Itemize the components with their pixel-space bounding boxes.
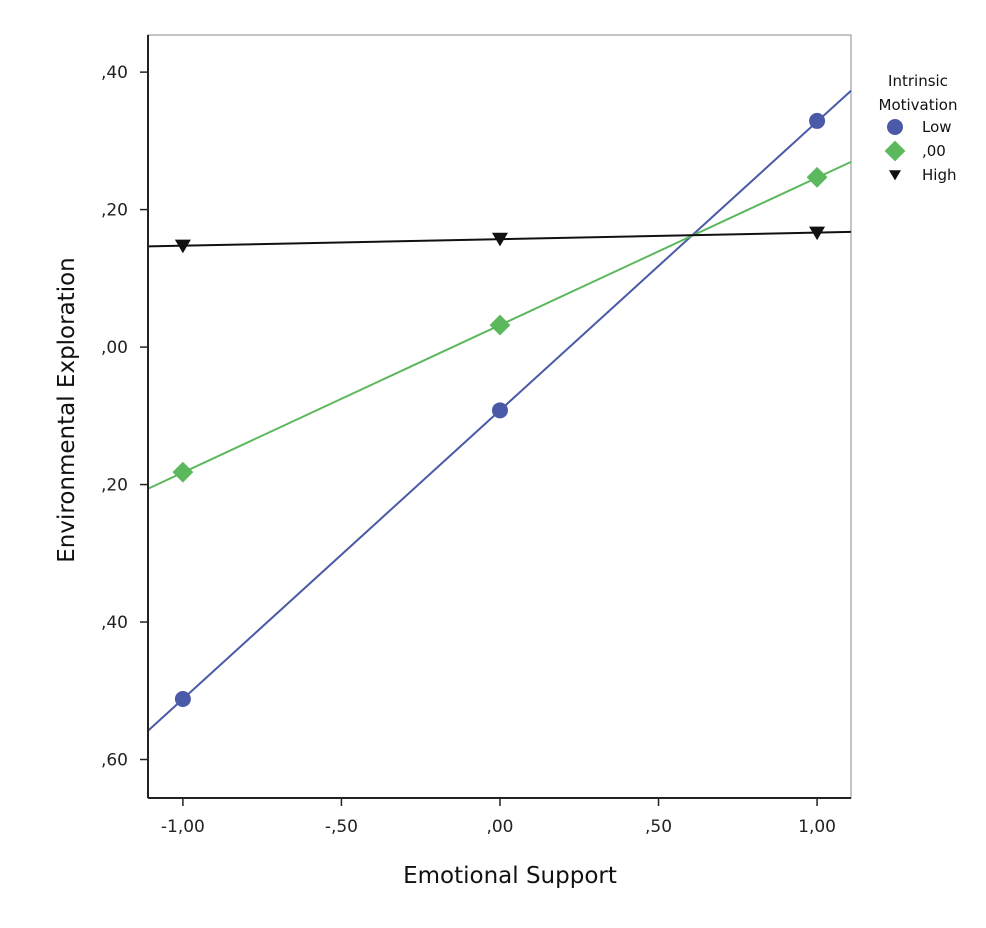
legend-marker-1 [884,140,906,162]
legend-entry: Low [922,118,952,136]
x-tick-label: 1,00 [798,817,836,837]
data-point [174,239,191,254]
y-tick-label: ,20 [101,201,128,221]
data-point [809,226,826,241]
y-tick-label: ,40 [101,613,128,633]
data-point [806,166,828,188]
x-tick-label: -,50 [325,817,358,837]
legend-entry: High [922,166,956,184]
data-point [491,232,508,247]
data-point [809,112,826,129]
legend-title-line1: Intrinsic [888,72,948,90]
y-tick-label: ,20 [101,476,128,496]
x-tick-label: ,00 [486,817,513,837]
legend: Intrinsic Motivation Low ,00 High [879,72,958,184]
x-tick-label: ,50 [645,817,672,837]
y-tick-label: ,60 [101,751,128,771]
data-point [172,461,194,483]
y-axis-label: Environmental Exploration [54,257,80,562]
legend-marker-2 [889,170,901,181]
legend-marker-0 [887,119,903,135]
y-tick-label: ,00 [101,338,128,358]
legend-title-line2: Motivation [879,96,958,114]
y-tick-label: ,40 [101,63,128,83]
data-point [174,691,191,708]
data-point [489,314,511,336]
x-tick-label: -1,00 [161,817,205,837]
legend-entry: ,00 [922,142,946,160]
data-point [491,402,508,419]
x-axis-label: Emotional Support [403,863,617,889]
